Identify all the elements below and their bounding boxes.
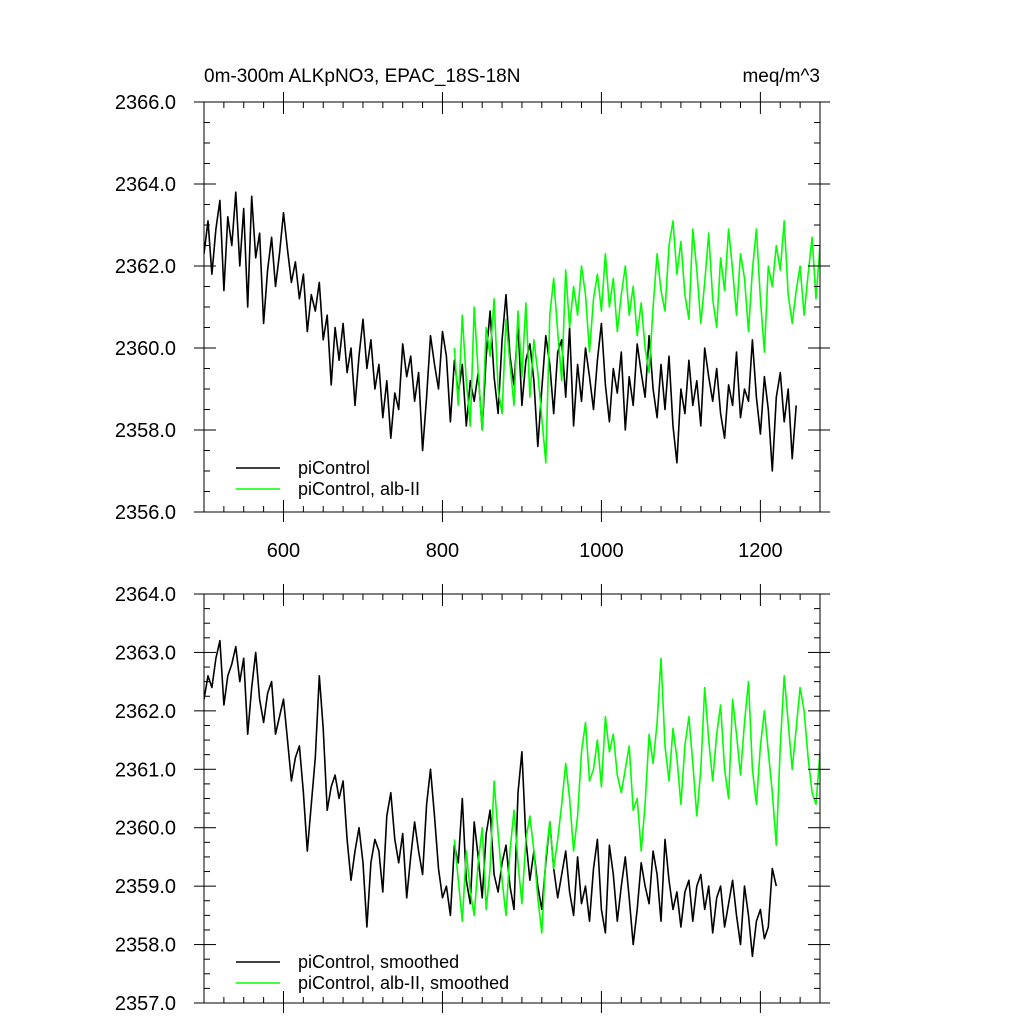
plot-frame <box>203 101 821 513</box>
units-label: meq/m^3 <box>742 66 820 87</box>
legend-label: piControl <box>298 458 370 478</box>
legend-label: piControl, alb-II, smoothed <box>298 973 509 993</box>
series-line-picontrol-alb-ii-smoothed <box>453 657 820 934</box>
x-tick-label: 1200 <box>738 540 783 562</box>
y-tick-label: 2360.0 <box>115 338 176 360</box>
legend-label: piControl, alb-II <box>298 479 420 499</box>
y-tick-label: 2358.0 <box>115 935 176 957</box>
x-tick-label: 1000 <box>579 540 624 562</box>
x-tick-label: 800 <box>426 540 459 562</box>
top-panel: 600 800 1000 1200 2356.0 2358.0 2360.0 2362.0 23… <box>115 66 830 562</box>
chart-title: 0m-300m ALKpNO3, EPAC_18S-18N <box>204 66 520 87</box>
legend-label: piControl, smoothed <box>298 952 459 972</box>
y-tick-label: 2360.0 <box>115 818 176 840</box>
series-line-picontrol-alb-ii <box>453 220 820 464</box>
y-tick-label: 2366.0 <box>115 92 176 114</box>
x-tick-label: 600 <box>267 540 300 562</box>
y-tick-label: 2363.0 <box>115 642 176 664</box>
y-tick-label: 2362.0 <box>115 701 176 723</box>
y-tick-label: 2364.0 <box>115 174 176 196</box>
y-tick-label: 2362.0 <box>115 256 176 278</box>
plot-frame <box>203 593 821 1004</box>
bottom-panel: 2357.0 2358.0 2359.0 2360.0 2361.0 2362.0 2363… <box>115 584 830 1015</box>
series-line-picontrol <box>204 191 797 472</box>
y-tick-label: 2358.0 <box>115 420 176 442</box>
y-tick-label: 2361.0 <box>115 759 176 781</box>
y-tick-label: 2359.0 <box>115 876 176 898</box>
y-tick-label: 2356.0 <box>115 502 176 524</box>
y-tick-label: 2357.0 <box>115 993 176 1015</box>
series-line-picontrol-smoothed <box>204 639 778 958</box>
y-tick-label: 2364.0 <box>115 584 176 606</box>
